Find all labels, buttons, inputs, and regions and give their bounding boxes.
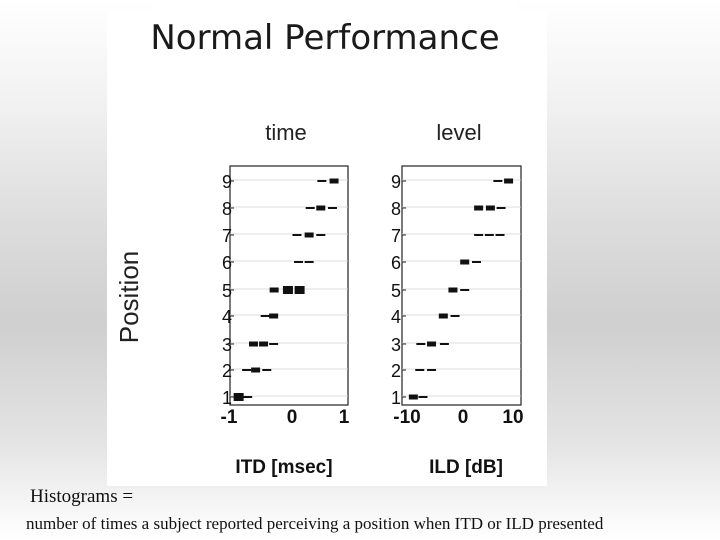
histogram-mark	[416, 343, 426, 345]
y-tick-label: 8	[222, 199, 232, 219]
x-tick-label: 0	[287, 407, 298, 428]
histogram-mark	[294, 261, 304, 263]
histogram-mark	[243, 396, 253, 398]
histogram-mark	[305, 207, 315, 209]
slide-title: Normal Performance	[150, 18, 500, 58]
y-tick-label: 2	[222, 361, 232, 381]
histogram-mark	[259, 341, 269, 347]
histogram-mark	[427, 369, 437, 371]
histogram-mark	[269, 287, 279, 293]
histogram-mark	[269, 343, 279, 345]
y-tick-label: 3	[222, 335, 232, 355]
histogram-mark	[504, 178, 514, 184]
y-tick-label: 7	[222, 226, 232, 246]
histogram-mark	[327, 207, 337, 209]
caption-description: number of times a subject reported perce…	[26, 514, 604, 533]
chart-panel-time: time 1 2 3 4 5 6 7 8 9 -1 0 1 ITD [msec]	[221, 120, 350, 478]
histogram-mark	[474, 234, 484, 236]
histogram-mark	[427, 341, 437, 347]
histogram-mark	[485, 205, 495, 211]
y-tick-label: 7	[391, 226, 401, 246]
histogram-mark	[262, 369, 272, 371]
y-tick-label: 5	[391, 281, 401, 301]
x-axis-title: ILD [dB]	[429, 457, 503, 478]
histogram-mark	[471, 261, 481, 263]
plot-frame	[401, 165, 522, 406]
y-axis-title: Position	[114, 251, 144, 344]
histogram-mark	[484, 234, 494, 236]
x-tick-label: 1	[339, 407, 350, 428]
x-tick-label: 10	[502, 407, 523, 428]
x-axis-title: ITD [msec]	[235, 457, 332, 478]
histogram-mark	[460, 259, 470, 265]
panel-title: time	[265, 120, 307, 145]
y-tick-label: 3	[391, 335, 401, 355]
histogram-mark	[329, 178, 339, 184]
histogram-mark	[438, 313, 448, 319]
histogram-mark	[242, 369, 252, 371]
plot-frame	[229, 165, 349, 406]
y-tick-label: 4	[391, 307, 401, 327]
y-tick-label: 8	[391, 199, 401, 219]
histogram-mark	[450, 315, 460, 317]
histogram-mark	[233, 393, 244, 401]
y-tick-label: 1	[222, 388, 232, 408]
y-tick-label: 6	[391, 253, 401, 273]
x-tick-label: -1	[221, 407, 238, 428]
histogram-mark	[317, 180, 327, 182]
histogram-mark	[248, 341, 258, 347]
histogram-mark	[294, 286, 305, 294]
histogram-mark	[408, 394, 418, 400]
histogram-mark	[448, 287, 458, 293]
histogram-mark	[282, 286, 293, 294]
histogram-mark	[496, 207, 506, 209]
histogram-mark	[415, 369, 425, 371]
histogram-mark	[292, 234, 302, 236]
chart-panel-level: level 1 2 3 4 5 6 7 8 9 -10 0 10 ILD [dB]	[391, 120, 524, 478]
x-tick-label: -10	[393, 407, 420, 428]
histogram-mark	[251, 367, 261, 373]
histogram-mark	[260, 315, 270, 317]
histogram-mark	[495, 234, 505, 236]
histogram-mark	[493, 180, 503, 182]
figure-top-strip	[153, 0, 515, 12]
histogram-mark	[460, 289, 470, 291]
y-tick-label: 5	[222, 281, 232, 301]
histogram-mark	[316, 205, 326, 211]
histogram-mark	[418, 396, 428, 398]
histogram-mark	[304, 261, 314, 263]
y-tick-label: 2	[391, 361, 401, 381]
histogram-mark	[304, 232, 314, 238]
y-tick-label: 1	[391, 388, 401, 408]
histogram-mark	[316, 234, 326, 236]
histogram-mark	[269, 313, 279, 319]
histogram-mark	[474, 205, 484, 211]
y-tick-label: 6	[222, 253, 232, 273]
caption-heading: Histograms =	[30, 486, 134, 507]
x-tick-label: 0	[458, 407, 469, 428]
panel-title: level	[436, 120, 481, 145]
y-tick-label: 9	[391, 172, 401, 192]
histogram-mark	[439, 343, 449, 345]
y-tick-label: 4	[222, 307, 232, 327]
y-tick-label: 9	[222, 172, 232, 192]
